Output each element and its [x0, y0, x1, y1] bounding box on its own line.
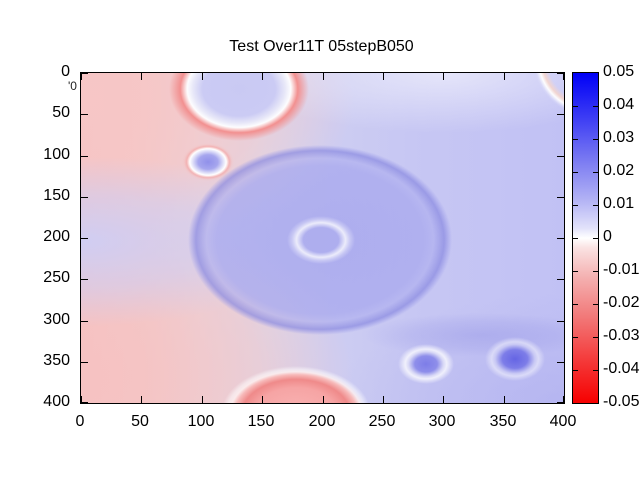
x-tick — [262, 73, 263, 80]
colorbar-tick-label: 0.05 — [603, 63, 635, 80]
feature-bottom-clipped-circle — [221, 366, 371, 403]
y-tick — [557, 402, 564, 403]
y-tick — [81, 362, 88, 363]
feature-blue-spot-bottom-right — [485, 337, 545, 381]
y-tick — [557, 156, 564, 157]
y-tick-label: 100 — [43, 146, 70, 163]
y-tick-label: 350 — [43, 352, 70, 369]
y-tick — [81, 156, 88, 157]
colorbar-tick-label: -0.01 — [603, 261, 640, 278]
colorbar-tick-label: -0.02 — [603, 294, 640, 311]
x-tick-label: 400 — [549, 413, 577, 430]
colorbar-tick — [593, 139, 598, 140]
chart-title: Test Over11T 05stepB050 — [229, 38, 414, 55]
colorbar-tick — [593, 370, 598, 371]
x-tick-label: 50 — [131, 413, 149, 430]
y-tick-label: 150 — [43, 187, 70, 204]
y-tick — [557, 197, 564, 198]
x-tick — [383, 73, 384, 80]
y-tick-label: 200 — [43, 228, 70, 245]
colorbar-tick-label: 0.02 — [603, 162, 635, 179]
stray-label: '0 — [68, 79, 77, 93]
colorbar-tick — [593, 106, 598, 107]
colorbar-tick — [593, 238, 598, 239]
y-tick — [557, 321, 564, 322]
x-tick — [262, 396, 263, 403]
x-tick-label: 300 — [428, 413, 456, 430]
colorbar-tick — [573, 139, 578, 140]
colorbar-tick — [593, 337, 598, 338]
x-tick — [443, 73, 444, 80]
x-tick-label: 250 — [368, 413, 396, 430]
y-tick — [557, 73, 564, 74]
feature-top-clipped-circle — [169, 73, 309, 141]
colorbar-tick — [573, 337, 578, 338]
x-tick-label: 0 — [75, 413, 85, 430]
feature-blue-spot-bottom-mid — [398, 344, 454, 384]
colorbar-tick-label: 0 — [603, 228, 612, 245]
y-tick-label: 300 — [43, 311, 70, 328]
y-tick-label: 0 — [61, 63, 70, 80]
colorbar-tick-label: -0.05 — [603, 393, 640, 410]
colorbar-tick — [573, 205, 578, 206]
y-tick — [81, 73, 88, 74]
feature-corner-arc-top-right — [481, 73, 564, 143]
heatmap-plot-area — [80, 72, 565, 404]
x-tick — [141, 396, 142, 403]
y-tick-label: 400 — [43, 393, 70, 410]
x-tick — [504, 396, 505, 403]
colorbar-tick-label: -0.03 — [603, 327, 640, 344]
colorbar-tick — [573, 271, 578, 272]
colorbar — [572, 72, 599, 404]
colorbar-tick — [593, 172, 598, 173]
y-tick-label: 50 — [52, 104, 70, 121]
x-tick — [202, 73, 203, 80]
colorbar-tick — [593, 304, 598, 305]
y-tick — [557, 362, 564, 363]
colorbar-tick — [593, 205, 598, 206]
x-tick — [81, 73, 82, 80]
x-tick-label: 200 — [308, 413, 336, 430]
y-tick — [81, 238, 88, 239]
y-tick — [81, 279, 88, 280]
x-tick — [563, 396, 564, 403]
colorbar-tick — [573, 172, 578, 173]
x-tick — [202, 396, 203, 403]
y-tick — [557, 114, 564, 115]
x-tick-label: 150 — [247, 413, 275, 430]
x-tick — [563, 73, 564, 80]
y-tick — [81, 402, 88, 403]
x-tick — [504, 73, 505, 80]
x-tick-label: 100 — [187, 413, 215, 430]
x-tick-label: 350 — [489, 413, 517, 430]
colorbar-tick-label: 0.03 — [603, 129, 635, 146]
x-tick — [323, 396, 324, 403]
colorbar-tick — [573, 106, 578, 107]
colorbar-tick — [573, 370, 578, 371]
x-tick — [323, 73, 324, 80]
colorbar-tick — [573, 238, 578, 239]
colorbar-tick-label: -0.04 — [603, 360, 640, 377]
y-tick — [557, 279, 564, 280]
y-tick-label: 250 — [43, 269, 70, 286]
y-tick — [81, 114, 88, 115]
x-tick — [443, 396, 444, 403]
colorbar-tick-label: 0.01 — [603, 195, 635, 212]
y-tick — [81, 321, 88, 322]
y-tick — [557, 238, 564, 239]
colorbar-tick-label: 0.04 — [603, 96, 635, 113]
colorbar-tick — [573, 304, 578, 305]
x-tick — [383, 396, 384, 403]
x-tick — [81, 396, 82, 403]
colorbar-tick — [593, 271, 598, 272]
feature-central-white-ring — [287, 216, 355, 264]
x-tick — [141, 73, 142, 80]
y-tick — [81, 197, 88, 198]
